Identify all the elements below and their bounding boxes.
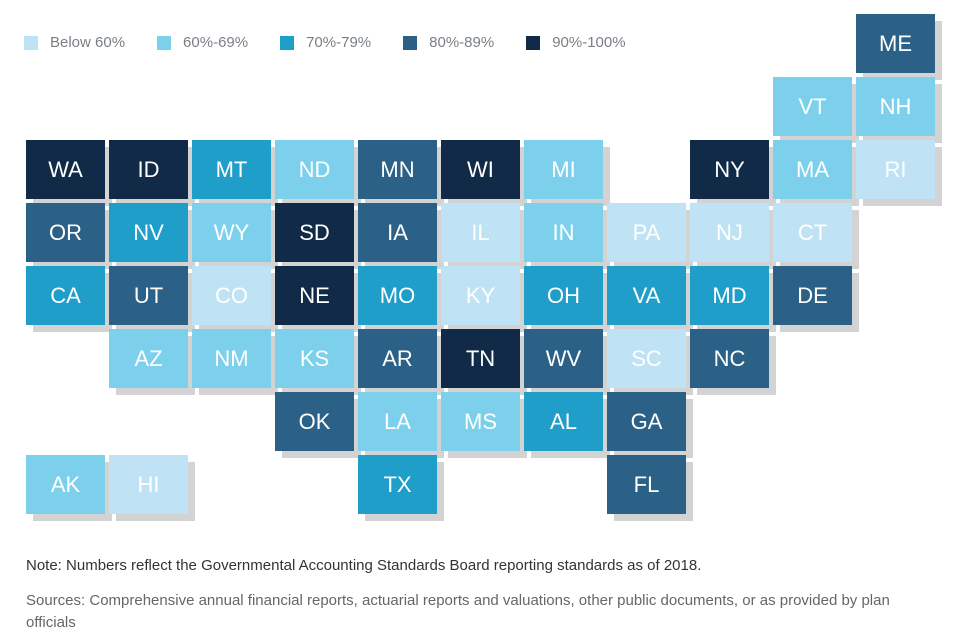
state-tile-mn: MN [358,140,437,199]
state-tile-ok: OK [275,392,354,451]
legend-label: 70%-79% [306,34,372,51]
state-tile-sc: SC [607,329,686,388]
state-tile-nm: NM [192,329,271,388]
legend-item: 90%-100% [526,34,626,51]
state-tile-wa: WA [26,140,105,199]
state-tile-wy: WY [192,203,271,262]
legend-label: 80%-89% [429,34,495,51]
legend-swatch [24,35,38,50]
state-tile-sd: SD [275,203,354,262]
state-tile-nd: ND [275,140,354,199]
state-tile-tn: TN [441,329,520,388]
state-tile-nc: NC [690,329,769,388]
state-tile-nj: NJ [690,203,769,262]
state-tile-co: CO [192,266,271,325]
state-tile-wi: WI [441,140,520,199]
state-tile-va: VA [607,266,686,325]
state-tile-pa: PA [607,203,686,262]
state-tile-hi: HI [109,455,188,514]
state-tile-or: OR [26,203,105,262]
state-tile-oh: OH [524,266,603,325]
state-tile-ga: GA [607,392,686,451]
legend-swatch [157,35,172,50]
sources-text: Sources: Comprehensive annual financial … [26,592,890,631]
state-tile-ky: KY [441,266,520,325]
state-tile-ma: MA [773,140,852,199]
state-tile-al: AL [524,392,603,451]
state-tile-md: MD [690,266,769,325]
legend-label: Below 60% [50,34,126,51]
state-tile-nh: NH [856,77,935,136]
state-tile-ms: MS [441,392,520,451]
state-tile-ak: AK [26,455,105,514]
legend-label: 60%-69% [183,34,249,51]
legend-item: 60%-69% [157,34,248,51]
legend-swatch [526,35,541,50]
state-tile-tx: TX [358,455,437,514]
state-tile-ca: CA [26,266,105,325]
legend-swatch [280,35,295,50]
state-tile-la: LA [358,392,437,451]
state-tile-ny: NY [690,140,769,199]
state-tile-mo: MO [358,266,437,325]
state-tile-il: IL [441,203,520,262]
state-tile-fl: FL [607,455,686,514]
legend-item: Below 60% [24,34,125,51]
legend-item: 70%-79% [280,34,371,51]
state-tile-ia: IA [358,203,437,262]
state-tile-in: IN [524,203,603,262]
state-tile-ks: KS [275,329,354,388]
state-tile-vt: VT [773,77,852,136]
state-tile-me: ME [856,14,935,73]
legend-label: 90%-100% [552,34,626,51]
state-tile-ri: RI [856,140,935,199]
state-tile-wv: WV [524,329,603,388]
state-tile-ct: CT [773,203,852,262]
state-tile-mi: MI [524,140,603,199]
state-tile-mt: MT [192,140,271,199]
state-tile-ut: UT [109,266,188,325]
state-tile-az: AZ [109,329,188,388]
state-tile-ar: AR [358,329,437,388]
legend-item: 80%-89% [403,34,494,51]
state-tile-ne: NE [275,266,354,325]
state-tile-de: DE [773,266,852,325]
state-tile-id: ID [109,140,188,199]
note-text: Note: Numbers reflect the Governmental A… [26,557,702,574]
legend: Below 60% 60%-69% 70%-79% 80%-89% 90%-100% [24,34,658,51]
state-tile-nv: NV [109,203,188,262]
legend-swatch [403,35,418,50]
